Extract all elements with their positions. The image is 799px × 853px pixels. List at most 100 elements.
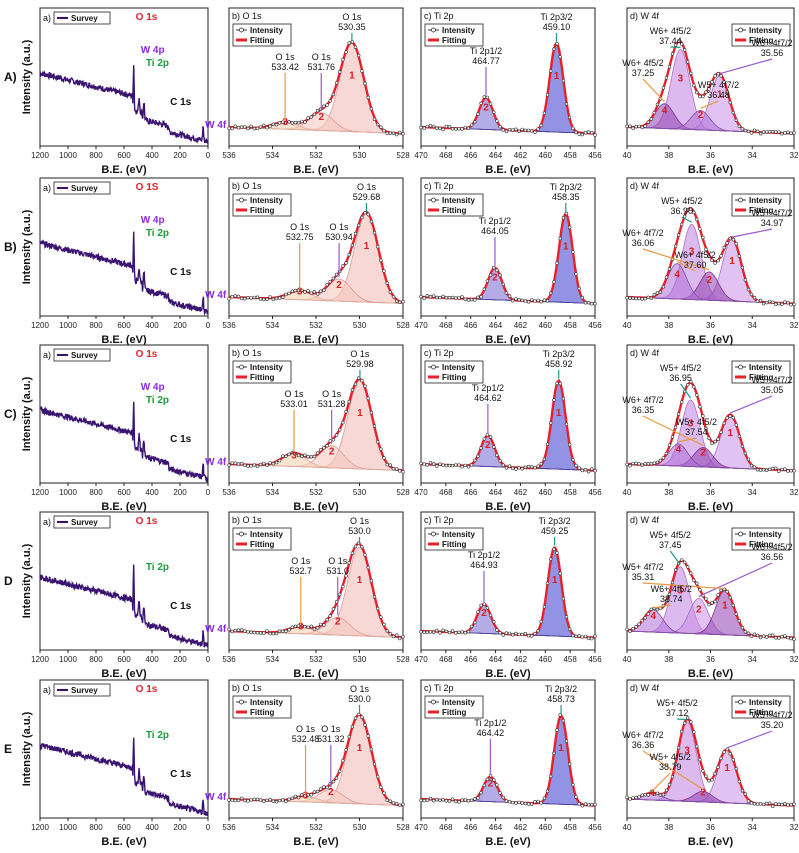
w4f-data-point <box>755 468 760 472</box>
w4f-data-point <box>728 236 732 241</box>
w4f-data-point <box>774 636 778 640</box>
o1s-data-point <box>252 797 257 801</box>
w4f-data-point <box>749 634 754 638</box>
o1s-data-point <box>268 461 272 465</box>
o1s-data-point <box>353 231 358 236</box>
o1s-data-point <box>303 453 307 457</box>
o1s-3-tick-label: 528 <box>396 655 410 664</box>
w4f-annotation-arrow <box>642 750 704 790</box>
survey-3-tick-label: 1000 <box>59 655 77 664</box>
ti2p-component-peak <box>420 380 595 471</box>
o1s-data-point <box>265 463 269 467</box>
o1s-data-point <box>230 798 234 802</box>
ti2p-0-tick-label: 458 <box>563 151 577 160</box>
survey-peak-label: C 1s <box>170 769 192 780</box>
ti2p-0-tick-label: 470 <box>414 151 428 160</box>
ti2p-data-point <box>501 633 505 637</box>
w4f-data-point <box>770 300 775 304</box>
ti2p-data-point <box>517 298 521 302</box>
row-label: D <box>4 574 13 588</box>
w4f-data-point <box>740 444 745 448</box>
w4f-data-point <box>792 469 796 473</box>
ti2p-data-point <box>561 78 566 83</box>
ti2p-data-point <box>476 112 480 116</box>
ti2p-data-point <box>590 636 594 641</box>
w4f-data-point <box>713 599 717 604</box>
o1s-peak-annotation-label: O 1s <box>285 389 305 399</box>
o1s-data-point <box>385 131 389 136</box>
ti2p-data-point <box>523 801 528 806</box>
legend-intensity-marker <box>738 197 743 203</box>
ti2p-data-point <box>590 130 594 135</box>
ti2p-data-point <box>577 634 581 638</box>
o1s-data-point <box>319 289 323 293</box>
o1s-data-point <box>303 624 307 629</box>
ti2p-peak-annotation-value: 464.62 <box>474 393 502 403</box>
w4f-data-point <box>655 291 660 295</box>
w4f-annotation-arrow <box>730 395 773 414</box>
o1s-data-point <box>369 107 374 111</box>
ti2p-data-point <box>590 802 594 807</box>
w4f-data-point <box>722 80 726 84</box>
w4f-data-point <box>655 791 660 795</box>
w4f-data-point <box>719 756 723 761</box>
survey-peak-label: Ti 2p <box>146 58 169 69</box>
ti2p-data-point <box>552 751 556 755</box>
ti2p-4-frame <box>420 679 596 819</box>
o1s-data-point <box>319 622 323 627</box>
ti2p-data-point <box>425 798 429 802</box>
w4f-data-point <box>695 393 699 397</box>
survey-title: a) <box>43 183 51 193</box>
w4f-data-point <box>643 297 647 301</box>
ti2p-data-point <box>457 127 461 131</box>
w4f-data-point <box>704 90 708 94</box>
w4f-data-point <box>731 237 735 242</box>
w4f-peak-number: 1 <box>728 428 734 439</box>
ti2p-peak-number: 2 <box>483 102 489 113</box>
w4f-data-point <box>643 616 647 620</box>
ti2p-data-point <box>498 124 502 129</box>
o1s-data-point <box>347 41 351 45</box>
ti2p-3-tick-label: 466 <box>464 655 478 664</box>
ti2p-data-point <box>514 297 518 301</box>
ti2p-data-point <box>447 463 452 468</box>
o1s-data-point <box>281 295 285 299</box>
w4f-data-point <box>625 124 629 129</box>
o1s-data-point <box>382 128 386 133</box>
survey-0-tick-label: 400 <box>145 151 159 160</box>
o1s-data-point <box>341 264 345 268</box>
w4f-data-point <box>786 130 790 135</box>
ti2p-2-tick-label: 466 <box>464 488 478 497</box>
o1s-component-peak <box>228 213 404 304</box>
w4f-data-point <box>664 275 669 279</box>
o1s-data-point <box>319 448 323 452</box>
ti2p-1-tick-label: 466 <box>464 321 478 330</box>
w4f-1-tick-label: 34 <box>748 321 757 330</box>
legend-fitting-label: Fitting <box>442 708 467 717</box>
o1s-data-point <box>274 631 279 636</box>
o1s-data-point <box>366 95 370 100</box>
o1s-data-point <box>382 622 386 627</box>
w4f-data-point <box>767 130 772 134</box>
survey-peak-label: C 1s <box>170 97 192 108</box>
o1s-4-xlabel: B.E. (eV) <box>293 836 339 848</box>
o1s-data-point <box>315 108 320 113</box>
w4f-peak-annotation-label: W6+ 4f5/2 <box>674 250 715 260</box>
o1s-data-point <box>258 462 263 467</box>
o1s-data-point <box>277 629 282 633</box>
w4f-data-point <box>670 580 675 585</box>
w4f-data-point <box>692 210 696 215</box>
w4f-peak-number: 3 <box>677 585 683 596</box>
w4f-data-point <box>740 625 745 630</box>
ti2p-data-point <box>507 294 512 298</box>
ti2p-data-point <box>469 798 474 802</box>
w4f-data-point <box>676 39 681 43</box>
w4f-data-point <box>786 635 790 640</box>
o1s-data-point <box>395 132 399 137</box>
o1s-data-point <box>268 295 272 299</box>
o1s-component-peak <box>228 546 404 638</box>
survey-peak-label: W 4f <box>205 457 227 468</box>
o1s-data-point <box>395 467 399 471</box>
w4f-3-tick-label: 38 <box>664 655 673 664</box>
survey-2-tick-label: 800 <box>89 488 103 497</box>
